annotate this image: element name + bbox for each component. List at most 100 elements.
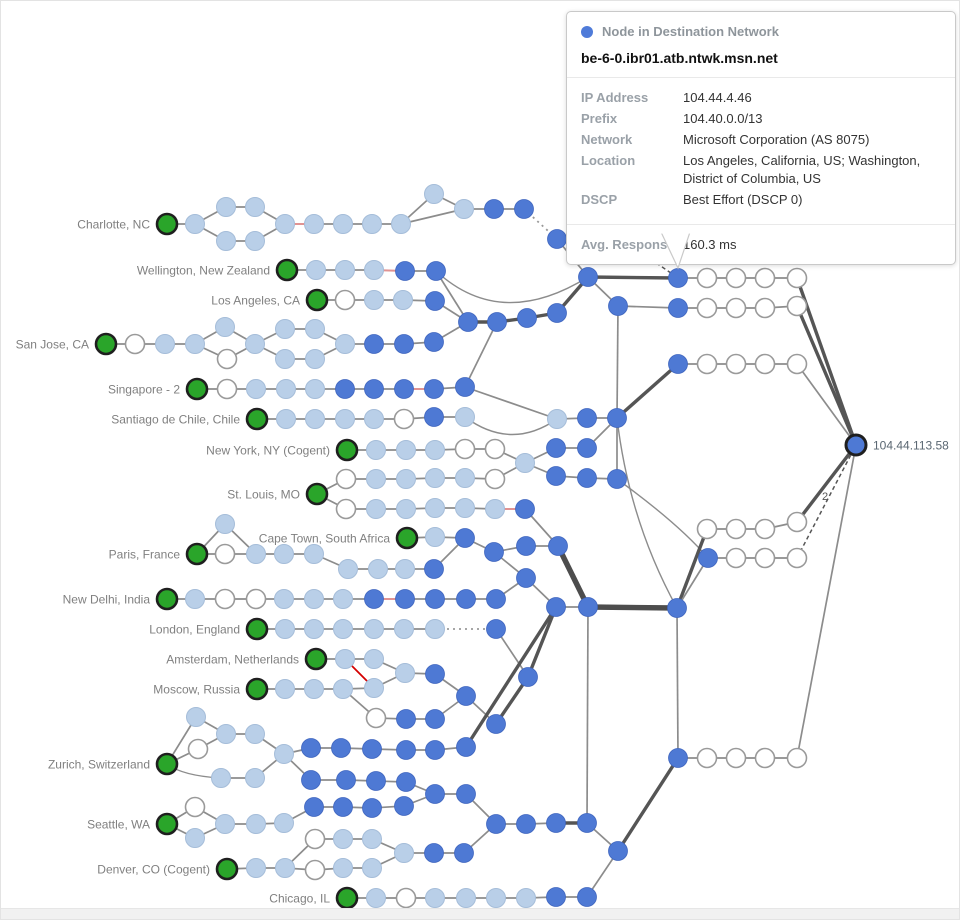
- hop-node[interactable]: [396, 440, 416, 460]
- destination-network-node[interactable]: [424, 332, 444, 352]
- destination-network-node[interactable]: [425, 709, 445, 729]
- no-response-node[interactable]: [395, 887, 417, 909]
- hop-node[interactable]: [338, 559, 358, 579]
- destination-network-node[interactable]: [456, 737, 476, 757]
- destination-network-node[interactable]: [546, 597, 566, 617]
- hop-node[interactable]: [246, 814, 266, 834]
- hop-node[interactable]: [155, 334, 175, 354]
- hop-node[interactable]: [362, 214, 382, 234]
- hop-node[interactable]: [393, 290, 413, 310]
- destination-network-node[interactable]: [486, 814, 506, 834]
- destination-network-node[interactable]: [364, 589, 384, 609]
- destination-network-node[interactable]: [517, 308, 537, 328]
- no-response-node[interactable]: [786, 547, 808, 569]
- no-response-node[interactable]: [696, 297, 718, 319]
- hop-node[interactable]: [366, 440, 386, 460]
- destination-network-node[interactable]: [546, 466, 566, 486]
- hop-node[interactable]: [396, 469, 416, 489]
- hop-node[interactable]: [425, 888, 445, 908]
- hop-node[interactable]: [274, 744, 294, 764]
- hop-node[interactable]: [364, 290, 384, 310]
- hop-node[interactable]: [246, 858, 266, 878]
- hop-node[interactable]: [275, 619, 295, 639]
- source-node[interactable]: [335, 886, 359, 910]
- no-response-node[interactable]: [365, 707, 387, 729]
- destination-network-node[interactable]: [698, 548, 718, 568]
- destination-network-node[interactable]: [608, 841, 628, 861]
- hop-node[interactable]: [275, 679, 295, 699]
- hop-node[interactable]: [333, 589, 353, 609]
- hop-node[interactable]: [335, 334, 355, 354]
- hop-node[interactable]: [515, 453, 535, 473]
- destination-network-node[interactable]: [456, 589, 476, 609]
- destination-network-node[interactable]: [668, 354, 688, 374]
- hop-node[interactable]: [364, 619, 384, 639]
- no-response-node[interactable]: [725, 267, 747, 289]
- hop-node[interactable]: [185, 214, 205, 234]
- no-response-node[interactable]: [124, 333, 146, 355]
- source-node[interactable]: [245, 407, 269, 431]
- hop-node[interactable]: [215, 814, 235, 834]
- no-response-node[interactable]: [184, 796, 206, 818]
- hop-node[interactable]: [216, 231, 236, 251]
- hop-node[interactable]: [364, 409, 384, 429]
- destination-network-node[interactable]: [425, 291, 445, 311]
- hop-node[interactable]: [396, 499, 416, 519]
- hop-node[interactable]: [454, 199, 474, 219]
- hop-node[interactable]: [333, 858, 353, 878]
- no-response-node[interactable]: [754, 747, 776, 769]
- no-response-node[interactable]: [696, 353, 718, 375]
- hop-node[interactable]: [335, 649, 355, 669]
- destination-network-node[interactable]: [515, 499, 535, 519]
- destination-network-node[interactable]: [486, 619, 506, 639]
- hop-node[interactable]: [485, 499, 505, 519]
- no-response-node[interactable]: [187, 738, 209, 760]
- destination-network-node[interactable]: [364, 379, 384, 399]
- destination-network-node[interactable]: [395, 589, 415, 609]
- destination-network-node[interactable]: [458, 312, 478, 332]
- hop-node[interactable]: [274, 589, 294, 609]
- hop-node[interactable]: [245, 197, 265, 217]
- no-response-node[interactable]: [216, 378, 238, 400]
- hop-node[interactable]: [333, 214, 353, 234]
- hop-node[interactable]: [304, 214, 324, 234]
- hop-node[interactable]: [425, 498, 445, 518]
- hop-node[interactable]: [394, 843, 414, 863]
- hop-node[interactable]: [425, 619, 445, 639]
- no-response-node[interactable]: [484, 468, 506, 490]
- destination-network-node[interactable]: [425, 589, 445, 609]
- hop-node[interactable]: [362, 829, 382, 849]
- destination-network-node[interactable]: [577, 408, 597, 428]
- hop-node[interactable]: [245, 768, 265, 788]
- hop-node[interactable]: [486, 888, 506, 908]
- no-response-node[interactable]: [214, 588, 236, 610]
- hop-node[interactable]: [276, 379, 296, 399]
- hop-node[interactable]: [335, 260, 355, 280]
- destination-network-node[interactable]: [425, 784, 445, 804]
- destination-network-node[interactable]: [394, 334, 414, 354]
- destination-network-node[interactable]: [456, 686, 476, 706]
- hop-node[interactable]: [305, 319, 325, 339]
- hop-node[interactable]: [245, 334, 265, 354]
- no-response-node[interactable]: [696, 747, 718, 769]
- no-response-node[interactable]: [725, 518, 747, 540]
- hop-node[interactable]: [333, 829, 353, 849]
- hop-node[interactable]: [185, 334, 205, 354]
- source-node[interactable]: [245, 677, 269, 701]
- destination-network-node[interactable]: [578, 597, 598, 617]
- hop-node[interactable]: [245, 231, 265, 251]
- source-node[interactable]: [245, 617, 269, 641]
- destination-network-node[interactable]: [362, 739, 382, 759]
- hop-node[interactable]: [364, 649, 384, 669]
- no-response-node[interactable]: [725, 547, 747, 569]
- destination-network-node[interactable]: [424, 407, 444, 427]
- destination-network-node[interactable]: [546, 438, 566, 458]
- destination-network-node[interactable]: [396, 740, 416, 760]
- destination-network-node[interactable]: [577, 813, 597, 833]
- hop-node[interactable]: [333, 619, 353, 639]
- destination-network-node[interactable]: [364, 334, 384, 354]
- hop-node[interactable]: [246, 544, 266, 564]
- destination-network-node[interactable]: [608, 296, 628, 316]
- destination-network-node[interactable]: [366, 771, 386, 791]
- source-node[interactable]: [215, 857, 239, 881]
